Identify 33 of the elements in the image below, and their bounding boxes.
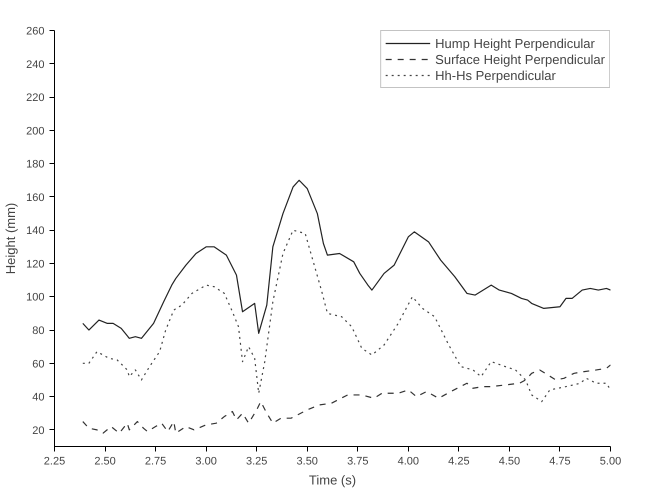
y-tick-label: 80: [32, 325, 45, 338]
x-tick-label: 4.75: [549, 456, 571, 468]
x-tick-label: 4.00: [398, 456, 420, 468]
y-axis-title: Height (mm): [3, 202, 18, 274]
y-tick-label: 100: [26, 292, 45, 304]
x-tick-label: 4.50: [498, 456, 520, 468]
y-tick-label: 140: [26, 225, 45, 238]
x-axis-title: Time (s): [308, 472, 356, 488]
x-tick-label: 3.50: [296, 456, 318, 468]
y-tick-label: 20: [32, 424, 45, 437]
x-tick-label: 2.50: [94, 456, 116, 468]
y-tick-label: 260: [26, 26, 45, 38]
legend-label: Hh-Hs Perpendicular: [435, 67, 556, 83]
y-tick-label: 60: [32, 358, 45, 370]
x-tick-label: 3.00: [195, 456, 217, 468]
legend-label: Hump Height Perpendicular: [435, 35, 595, 51]
line-series: [82, 364, 610, 434]
x-tick-label: 2.25: [44, 456, 66, 468]
line-series: [82, 230, 610, 402]
y-tick-label: 40: [32, 392, 45, 404]
y-tick-label: 220: [26, 92, 45, 104]
y-tick-label: 200: [26, 125, 45, 138]
line-series: [82, 180, 610, 339]
x-tick-label: 4.25: [448, 456, 470, 468]
x-tick-label: 5.00: [600, 456, 622, 468]
x-tick-label: 2.75: [144, 456, 166, 468]
x-tick-label: 3.75: [347, 456, 368, 468]
y-tick-label: 180: [26, 158, 45, 171]
y-tick-label: 120: [26, 258, 45, 270]
y-tick-label: 240: [26, 58, 45, 71]
x-tick-label: 3.25: [246, 456, 268, 468]
y-tick-label: 160: [26, 192, 45, 204]
legend-label: Surface Height Perpendicular: [435, 51, 605, 67]
